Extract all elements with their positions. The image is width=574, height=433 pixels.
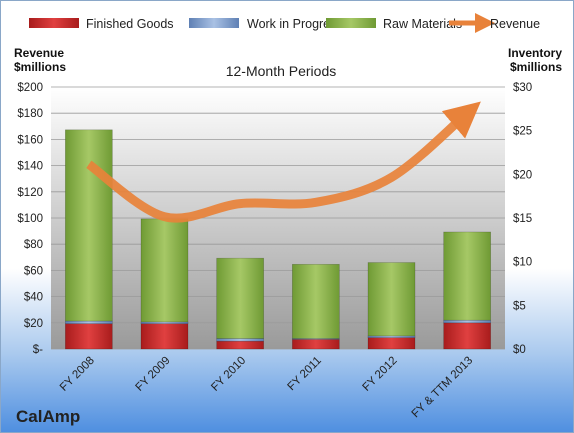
bar-raw-materials — [140, 218, 189, 323]
right-axis-title-line2: $millions — [510, 60, 562, 74]
bar-finished-goods — [216, 340, 264, 350]
legend-item-revenue: Revenue — [449, 13, 540, 33]
legend-label: Raw Materials — [383, 17, 462, 31]
left-axis-title-line2: $millions — [14, 60, 66, 74]
x-tick-label: FY & TTM 2013 — [410, 355, 476, 421]
bar-finished-goods — [367, 337, 416, 350]
bar-finished-goods — [140, 323, 189, 350]
bar-work-in-progress — [65, 320, 113, 324]
left-tick-label: $140 — [17, 161, 43, 173]
bars — [65, 129, 491, 350]
x-axis-ticks: FY 2008 FY 2009 FY 2010 FY 2011 FY 2012 FY & … — [58, 355, 475, 421]
x-tick-label: FY 2012 — [361, 355, 400, 394]
legend-swatch — [29, 18, 79, 28]
right-tick-label: $15 — [513, 213, 532, 225]
revenue-series — [86, 101, 481, 223]
bar-work-in-progress — [216, 338, 264, 342]
left-tick-label: $200 — [17, 82, 43, 94]
bar-raw-materials — [443, 231, 491, 321]
bar-finished-goods — [65, 323, 113, 350]
left-tick-label: $160 — [17, 134, 43, 146]
right-tick-label: $0 — [513, 344, 526, 356]
legend-label: Work in Progress — [247, 17, 343, 31]
right-tick-label: $25 — [513, 126, 532, 138]
right-tick-label: $20 — [513, 169, 532, 181]
legend-item-finished-goods: Finished Goods — [29, 17, 174, 31]
bar-raw-materials — [292, 263, 340, 339]
bar-raw-materials — [367, 262, 416, 337]
left-axis-ticks: $- $20 $40 $60 $80 $100 $120 $140 $160 $180 $200 — [17, 82, 43, 356]
left-axis-title-line1: Revenue — [14, 46, 64, 60]
left-tick-label: $80 — [24, 239, 43, 251]
legend-label: Revenue — [490, 17, 540, 31]
x-tick-label: FY 2008 — [58, 355, 97, 394]
x-tick-label: FY 2010 — [209, 355, 248, 394]
legend-swatch — [326, 18, 376, 28]
company-name: CalAmp — [16, 407, 81, 426]
x-tick-label: FY 2009 — [134, 355, 173, 394]
left-tick-label: $60 — [24, 265, 43, 277]
bar-finished-goods — [443, 322, 491, 350]
legend: Finished Goods Work in Progress Raw Mate… — [29, 13, 540, 33]
bar-raw-materials — [65, 129, 113, 322]
revenue-line — [86, 101, 481, 223]
right-tick-label: $5 — [513, 300, 526, 312]
x-tick-label: FY 2011 — [285, 355, 323, 393]
bar-raw-materials — [216, 257, 264, 339]
left-tick-label: $100 — [17, 213, 43, 225]
bar-work-in-progress — [443, 319, 491, 324]
chart-title: 12-Month Periods — [226, 63, 337, 79]
right-axis-ticks: $0 $5 $10 $15 $20 $25 $30 — [513, 82, 532, 356]
legend-item-raw-materials: Raw Materials — [326, 17, 462, 31]
left-tick-label: $120 — [17, 187, 43, 199]
left-tick-label: $180 — [17, 108, 43, 120]
left-tick-label: $- — [33, 344, 43, 356]
right-tick-label: $30 — [513, 82, 532, 94]
left-tick-label: $20 — [24, 318, 43, 330]
right-axis-title-line1: Inventory — [508, 46, 562, 60]
legend-swatch — [189, 18, 239, 28]
bar-finished-goods — [292, 339, 340, 350]
legend-item-work-in-progress: Work in Progress — [189, 17, 343, 31]
right-tick-label: $10 — [513, 257, 532, 269]
legend-label: Finished Goods — [86, 17, 174, 31]
left-tick-label: $40 — [24, 292, 43, 304]
